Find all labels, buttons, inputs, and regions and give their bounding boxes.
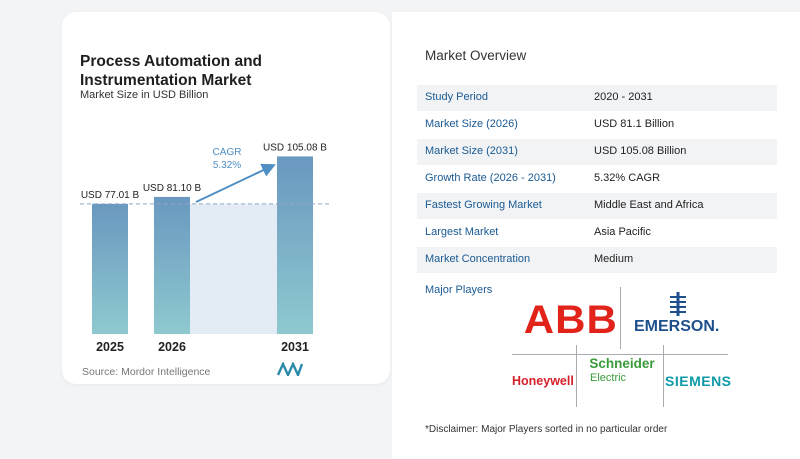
bar-2026 [154,196,190,334]
overview-row-concentration: Market Concentration Medium [417,247,777,273]
market-overview-title: Market Overview [425,48,527,63]
emerson-mark-icon [670,292,686,316]
logo-grid-divider [512,354,728,355]
x-tick-label: 2025 [96,340,124,354]
chart-title: Process Automation and Instrumentation M… [80,53,263,89]
overview-row-largest-market: Largest Market Asia Pacific [417,220,777,246]
cagr-value: 5.32% [213,160,241,171]
bar-2031 [277,156,313,334]
major-players-title: Major Players [425,284,493,296]
overview-value: Medium [594,253,634,265]
mordor-logo-icon [277,362,303,376]
overview-value: Middle East and Africa [594,199,704,211]
logo-grid-divider [663,345,664,407]
emerson-logo: EMERSON. [634,318,720,335]
overview-value: USD 81.1 Billion [594,118,675,130]
overview-value: USD 105.08 Billion [594,145,687,157]
overview-label: Fastest Growing Market [425,199,542,211]
growth-highlight-band [190,203,277,334]
overview-row-market-size-2031: Market Size (2031) USD 105.08 Billion [417,139,777,165]
overview-row-growth-rate: Growth Rate (2026 - 2031) 5.32% CAGR [417,166,777,192]
cagr-label: CAGR [213,147,242,158]
disclaimer: *Disclaimer: Major Players sorted in no … [425,424,668,435]
data-label: USD 77.01 B [81,190,140,201]
x-tick-label: 2026 [158,340,186,354]
chart-subtitle: Market Size in USD Billion [80,89,209,101]
siemens-logo: SIEMENS [665,373,732,389]
overview-label: Market Size (2026) [425,118,518,130]
data-label: USD 105.08 B [263,142,327,153]
source-text: Source: Mordor Intelligence [82,366,211,378]
bar-2025 [92,203,128,334]
overview-label: Market Concentration [425,253,531,265]
abb-logo: ABB [523,298,618,342]
overview-row-fastest-growing: Fastest Growing Market Middle East and A… [417,193,777,219]
schneider-electric-subtext: Electric [590,372,627,384]
x-tick-label: 2031 [281,340,309,354]
overview-value: 5.32% CAGR [594,172,661,184]
cagr-arrow-icon [195,163,276,203]
overview-label: Largest Market [425,226,499,238]
overview-label: Market Size (2031) [425,145,518,157]
logo-grid-divider [576,345,577,407]
overview-row-study-period: Study Period 2020 - 2031 [417,85,777,111]
honeywell-logo: Honeywell [512,374,574,388]
overview-label: Growth Rate (2026 - 2031) [425,172,556,184]
overview-row-market-size-2026: Market Size (2026) USD 81.1 Billion [417,112,777,138]
overview-value: Asia Pacific [594,226,651,238]
data-label: USD 81.10 B [143,183,202,194]
overview-label: Study Period [425,91,488,103]
overview-value: 2020 - 2031 [594,91,653,103]
schneider-logo: Schneider [589,356,655,371]
logo-grid-divider [620,287,621,349]
